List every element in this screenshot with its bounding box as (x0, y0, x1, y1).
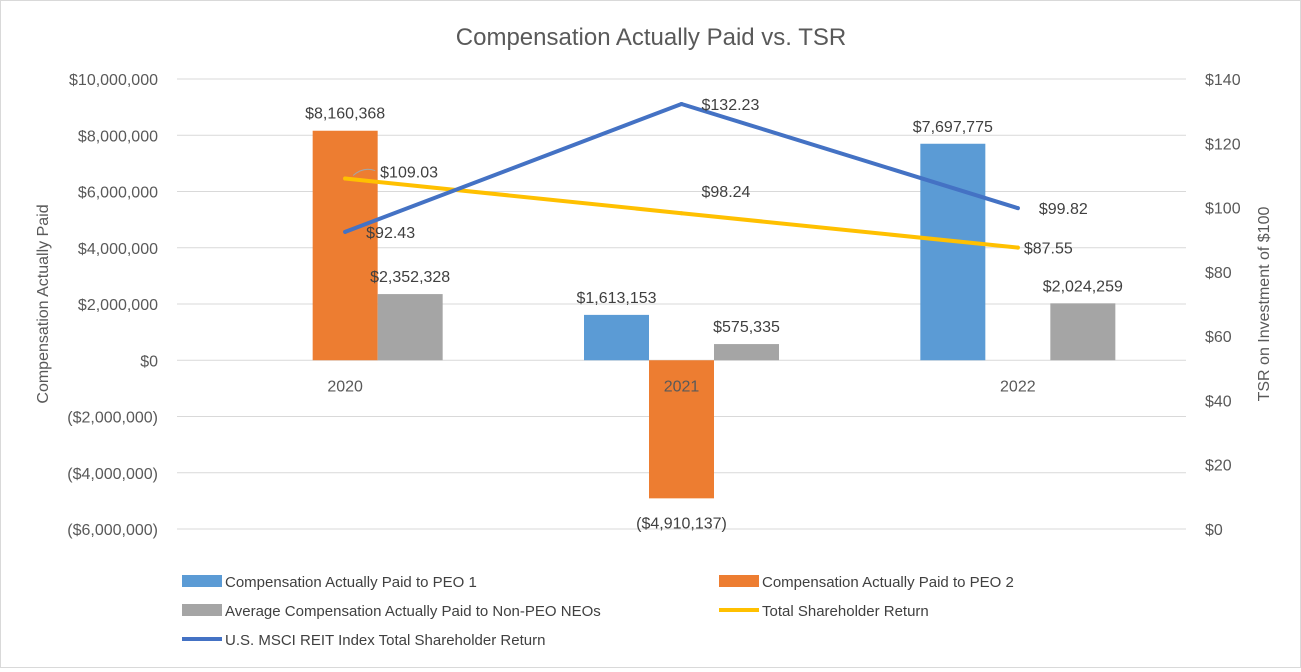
line-data-label: $99.82 (1039, 201, 1088, 218)
y-tick-label: ($6,000,000) (67, 522, 158, 539)
y2-tick-label: $120 (1205, 136, 1241, 153)
y2-tick-label: $140 (1205, 72, 1241, 89)
bar-data-labels: $1,613,153 $7,697,775 $8,160,368 ($4,910,13… (305, 106, 1123, 533)
line-data-label: $132.23 (702, 97, 760, 114)
y-tick-label: $6,000,000 (78, 185, 158, 202)
bars (312, 130, 1116, 499)
bar (649, 360, 714, 499)
y-tick-label: $8,000,000 (78, 128, 158, 145)
bar-data-label: $2,024,259 (1043, 278, 1123, 295)
line-point (679, 101, 684, 106)
y-tick-label: $4,000,000 (78, 241, 158, 258)
y-tick-label: $10,000,000 (69, 72, 158, 89)
y-axis-ticks: $10,000,000 $8,000,000 $6,000,000 $4,000,00… (67, 72, 158, 539)
bar (1050, 303, 1116, 361)
y2-axis-title: TSR on Investment of $100 (1256, 207, 1273, 402)
y2-tick-label: $40 (1205, 393, 1232, 410)
legend-label: Average Compensation Actually Paid to No… (225, 603, 601, 620)
bar-data-label: $1,613,153 (576, 290, 656, 307)
bar-data-label: ($4,910,137) (636, 515, 727, 532)
bar (920, 143, 986, 361)
y-tick-label: $2,000,000 (78, 297, 158, 314)
bar-data-label: $8,160,368 (305, 106, 385, 123)
y2-tick-label: $60 (1205, 329, 1232, 346)
line-point (343, 176, 348, 181)
chart-title: Compensation Actually Paid vs. TSR (456, 24, 846, 51)
bar-data-label: $7,697,775 (913, 119, 993, 136)
x-tick-label: 2022 (1000, 378, 1036, 395)
legend-swatch (182, 604, 222, 616)
legend-label: U.S. MSCI REIT Index Total Shareholder R… (225, 632, 545, 649)
y2-tick-label: $80 (1205, 265, 1232, 282)
bar-data-label: $2,352,328 (370, 269, 450, 286)
legend: Compensation Actually Paid to PEO 1 Compe… (182, 574, 1014, 649)
line-point (1015, 206, 1020, 211)
y2-tick-label: $100 (1205, 201, 1241, 218)
y2-tick-label: $0 (1205, 522, 1223, 539)
y2-axis-ticks: $140 $120 $100 $80 $60 $40 $20 $0 (1205, 72, 1241, 539)
line-data-label: $87.55 (1024, 241, 1073, 258)
y-tick-label: $0 (140, 353, 158, 370)
x-axis-labels: 2020 2021 2022 (327, 378, 1035, 395)
bar (377, 294, 443, 361)
bar (312, 130, 378, 361)
bar (714, 344, 779, 361)
leader-line (352, 168, 376, 176)
bar (584, 314, 649, 361)
line-data-labels: $109.03 $98.24 $87.55 $92.43 $132.23 $99.82 (352, 97, 1088, 258)
line-data-label: $98.24 (702, 184, 751, 201)
line-point (1015, 245, 1020, 250)
line-point (679, 211, 684, 216)
lines (343, 101, 1020, 250)
line-data-label: $92.43 (366, 225, 415, 242)
x-tick-label: 2020 (327, 378, 363, 395)
line-point (343, 229, 348, 234)
line-data-label: $109.03 (380, 165, 438, 182)
y2-tick-label: $20 (1205, 458, 1232, 475)
bar-data-label: $575,335 (713, 319, 780, 336)
legend-swatch (182, 575, 222, 587)
legend-swatch (719, 575, 759, 587)
legend-label: Compensation Actually Paid to PEO 2 (762, 574, 1014, 591)
x-tick-label: 2021 (664, 378, 700, 395)
y-tick-label: ($2,000,000) (67, 410, 158, 427)
y-axis-title: Compensation Actually Paid (35, 204, 52, 403)
legend-label: Total Shareholder Return (762, 603, 929, 620)
y-tick-label: ($4,000,000) (67, 466, 158, 483)
legend-label: Compensation Actually Paid to PEO 1 (225, 574, 477, 591)
